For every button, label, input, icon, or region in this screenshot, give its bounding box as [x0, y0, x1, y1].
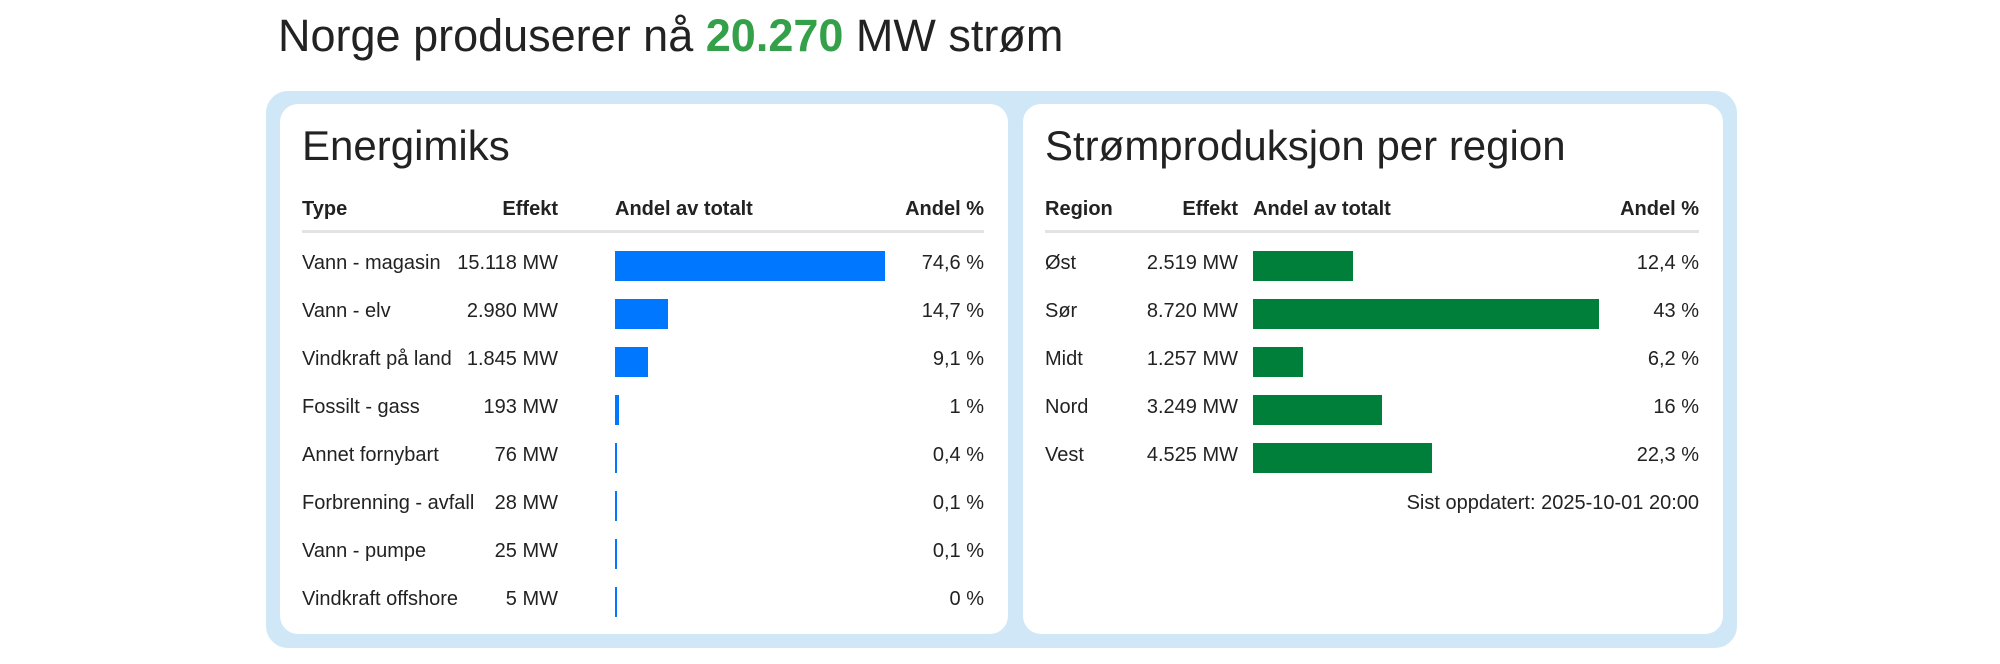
region-row-label: Midt: [1045, 348, 1083, 370]
region-row-label: Sør: [1045, 300, 1078, 322]
region-row: Øst 2.519 MW 12,4 %: [1045, 243, 1699, 283]
region-row-label: Nord: [1045, 396, 1089, 418]
energimiks-row-effekt: 5 MW: [505, 588, 558, 610]
region-row: Sør 8.720 MW 43 %: [1045, 291, 1699, 331]
energimiks-share-bar: [615, 491, 617, 521]
energimiks-title: Energimiks: [302, 122, 510, 169]
region-col-share-pct: Andel %: [1620, 198, 1699, 220]
energimiks-row-share-pct: 14,7 %: [921, 300, 984, 322]
energimiks-row-share-pct: 9,1 %: [932, 348, 984, 370]
energimiks-row: Vann - magasin 15.118 MW 74,6 %: [302, 243, 984, 283]
region-card: Strømproduksjon per region Region Effekt…: [1023, 104, 1723, 634]
energimiks-row-share-pct: 1 %: [949, 396, 984, 418]
region-title: Strømproduksjon per region: [1045, 122, 1566, 169]
energimiks-share-bar: [615, 347, 648, 377]
energimiks-row: Fossilt - gass 193 MW 1 %: [302, 387, 984, 427]
energimiks-row: Annet fornybart 76 MW 0,4 %: [302, 435, 984, 475]
region-row-effekt: 4.525 MW: [1146, 444, 1238, 466]
energimiks-row-share-pct: 0,1 %: [932, 540, 984, 562]
energimiks-row-label: Vindkraft på land: [302, 348, 452, 370]
region-row: Midt 1.257 MW 6,2 %: [1045, 339, 1699, 379]
page-headline: Norge produserer nå 20.270 MW strøm: [278, 6, 1063, 66]
energimiks-row-label: Vindkraft offshore: [302, 588, 459, 610]
energimiks-row-share-pct: 0 %: [949, 588, 984, 610]
region-row-share-pct: 12,4 %: [1636, 252, 1699, 274]
energimiks-card: Energimiks Type Effekt Andel av totalt A…: [280, 104, 1008, 634]
region-share-bar: [1253, 443, 1433, 473]
region-row-label: Øst: [1045, 252, 1077, 274]
energimiks-share-bar: [615, 395, 619, 425]
region-row: Vest 4.525 MW 22,3 %: [1045, 435, 1699, 475]
energimiks-row: Forbrenning - avfall 28 MW 0,1 %: [302, 483, 984, 523]
energimiks-row-label: Vann - magasin: [302, 252, 441, 274]
region-col-region: Region: [1045, 198, 1113, 220]
region-row-share-pct: 6,2 %: [1647, 348, 1699, 370]
energimiks-row: Vann - pumpe 25 MW 0,1 %: [302, 531, 984, 571]
region-row-effekt: 3.249 MW: [1146, 396, 1238, 418]
energimiks-row-label: Forbrenning - avfall: [302, 492, 475, 514]
region-row-effekt: 8.720 MW: [1146, 300, 1238, 322]
region-table-header: Region Effekt Andel av totalt Andel %: [1045, 190, 1699, 233]
energimiks-row-effekt: 15.118 MW: [457, 252, 558, 274]
energimiks-row-effekt: 2.980 MW: [466, 300, 558, 322]
region-share-bar: [1253, 299, 1599, 329]
energimiks-row-effekt: 1.845 MW: [466, 348, 558, 370]
region-col-share-bar: Andel av totalt: [1253, 198, 1391, 220]
headline-total-value: 20.270: [705, 10, 844, 61]
region-row-share-pct: 43 %: [1653, 300, 1699, 322]
region-row-effekt: 2.519 MW: [1146, 252, 1238, 274]
energimiks-row-effekt: 76 MW: [494, 444, 558, 466]
region-share-bar: [1253, 395, 1382, 425]
energimiks-table-header: Type Effekt Andel av totalt Andel %: [302, 190, 984, 233]
headline-suffix: MW strøm: [855, 10, 1064, 61]
energimiks-col-type: Type: [302, 198, 348, 220]
region-row-share-pct: 16 %: [1653, 396, 1699, 418]
last-updated-text: Sist oppdatert: 2025-10-01 20:00: [1406, 492, 1699, 514]
region-row-effekt: 1.257 MW: [1146, 348, 1238, 370]
energimiks-share-bar: [615, 587, 617, 617]
energimiks-row-effekt: 193 MW: [483, 396, 558, 418]
energimiks-share-bar: [615, 251, 885, 281]
energimiks-row: Vindkraft offshore 5 MW 0 %: [302, 579, 984, 619]
energimiks-row-share-pct: 0,4 %: [932, 444, 984, 466]
energimiks-row: Vindkraft på land 1.845 MW 9,1 %: [302, 339, 984, 379]
energimiks-row-label: Vann - pumpe: [302, 540, 427, 562]
region-share-bar: [1253, 251, 1353, 281]
energimiks-row-share-pct: 0,1 %: [932, 492, 984, 514]
energimiks-col-effekt: Effekt: [502, 198, 558, 220]
energimiks-row-label: Fossilt - gass: [302, 396, 420, 418]
region-row-share-pct: 22,3 %: [1636, 444, 1699, 466]
energimiks-col-share-pct: Andel %: [905, 198, 984, 220]
energimiks-row-label: Annet fornybart: [302, 444, 439, 466]
region-row: Nord 3.249 MW 16 %: [1045, 387, 1699, 427]
energimiks-col-share-bar: Andel av totalt: [615, 198, 753, 220]
energimiks-row-effekt: 25 MW: [494, 540, 558, 562]
region-share-bar: [1253, 347, 1303, 377]
energimiks-share-bar: [615, 443, 617, 473]
energimiks-row: Vann - elv 2.980 MW 14,7 %: [302, 291, 984, 331]
region-row-label: Vest: [1045, 444, 1084, 466]
energimiks-row-effekt: 28 MW: [494, 492, 558, 514]
energimiks-row-label: Vann - elv: [302, 300, 391, 322]
energimiks-row-share-pct: 74,6 %: [921, 252, 984, 274]
region-col-effekt: Effekt: [1182, 198, 1238, 220]
energimiks-share-bar: [615, 299, 669, 329]
energimiks-share-bar: [615, 539, 617, 569]
headline-prefix: Norge produserer nå: [278, 10, 694, 61]
